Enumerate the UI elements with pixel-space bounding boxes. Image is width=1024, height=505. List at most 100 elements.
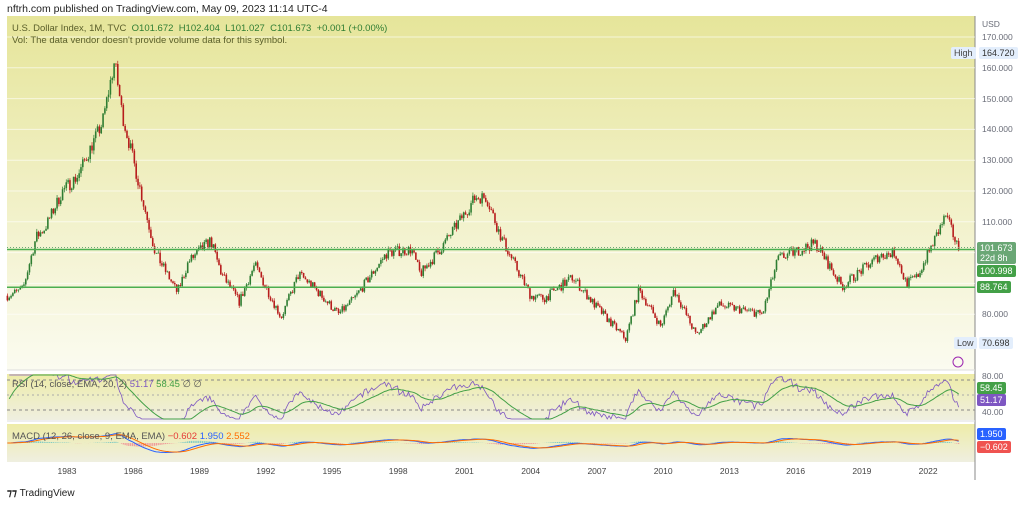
candle	[926, 249, 929, 263]
candle	[589, 297, 592, 303]
candle	[702, 324, 704, 330]
candle	[770, 279, 772, 290]
candle	[422, 265, 425, 276]
candle	[345, 304, 347, 311]
candle	[834, 274, 837, 278]
time-tick: 2007	[587, 466, 607, 476]
candle	[792, 248, 794, 256]
candle	[188, 261, 191, 263]
candle	[490, 209, 493, 211]
time-tick: 1986	[123, 466, 143, 476]
time-tick: 1983	[57, 466, 77, 476]
candle	[370, 271, 373, 278]
candle	[278, 313, 281, 317]
candle	[245, 284, 248, 289]
candle	[468, 212, 471, 215]
candle	[183, 276, 185, 278]
candle	[529, 288, 531, 299]
candle	[783, 253, 785, 258]
candle	[915, 274, 918, 278]
ohlc-high: H102.404	[178, 23, 220, 34]
candle	[207, 239, 209, 248]
candle	[519, 274, 522, 277]
candle	[956, 240, 958, 242]
candle	[514, 257, 517, 262]
candle	[323, 297, 325, 302]
time-tick: 2004	[521, 466, 541, 476]
rsi-legend: RSI (14, close, EMA, 20, 2) 51.17 58.45 …	[12, 379, 202, 390]
candle	[886, 253, 888, 259]
candle	[722, 305, 724, 307]
candle	[615, 323, 618, 331]
candle	[461, 215, 463, 219]
candle	[650, 305, 653, 308]
candle	[738, 306, 741, 314]
candle	[656, 317, 658, 324]
candle	[424, 265, 426, 269]
candle	[950, 219, 953, 225]
candle	[882, 254, 885, 258]
ohlc-low: L101.027	[225, 23, 265, 34]
candle	[374, 270, 377, 274]
candle	[661, 323, 664, 326]
candle	[312, 282, 314, 287]
low-label: Low	[954, 337, 977, 349]
candle	[313, 282, 316, 288]
candle	[192, 255, 195, 258]
rsi-tick-40: 40.00	[982, 407, 1004, 417]
candle	[840, 277, 842, 285]
candle	[308, 280, 310, 283]
candle	[258, 267, 261, 273]
candle	[696, 331, 699, 333]
candle	[267, 287, 270, 298]
candle	[126, 130, 128, 138]
candle	[685, 308, 688, 315]
candle	[497, 229, 500, 232]
candle	[851, 274, 853, 276]
candle	[588, 297, 590, 300]
candle	[635, 300, 638, 303]
candle	[830, 263, 833, 271]
candle	[801, 250, 804, 255]
volume-note: Vol: The data vendor doesn't provide vol…	[12, 35, 288, 46]
candle	[273, 300, 275, 308]
candle	[451, 227, 454, 235]
candle	[714, 307, 717, 315]
rsi-ma-tag: 58.45	[977, 382, 1006, 394]
candle	[52, 208, 55, 214]
candle	[549, 289, 551, 301]
candle	[818, 250, 820, 252]
candle	[494, 213, 496, 224]
candle	[645, 299, 647, 306]
candle	[508, 254, 511, 256]
candle	[797, 247, 800, 256]
candle	[247, 284, 250, 286]
candle	[582, 290, 585, 292]
candle	[832, 270, 835, 275]
candle	[427, 265, 430, 267]
ohlc-open: O101.672	[131, 23, 174, 34]
candle	[457, 220, 459, 229]
candle	[140, 186, 143, 201]
candle	[135, 163, 137, 179]
candle	[795, 247, 798, 250]
candle	[595, 302, 597, 308]
candle	[385, 254, 388, 259]
candle	[341, 306, 344, 312]
level-tag-1: 100.998	[977, 265, 1016, 277]
candle	[698, 332, 701, 334]
candle	[100, 127, 103, 134]
candle	[297, 277, 299, 279]
candle	[869, 264, 872, 268]
candle	[746, 309, 748, 311]
candle	[41, 232, 44, 234]
candle	[63, 187, 66, 190]
candle	[107, 94, 110, 98]
candle	[256, 262, 259, 268]
candle	[32, 253, 34, 256]
candle	[433, 252, 436, 264]
candle	[624, 337, 627, 342]
candle	[416, 259, 419, 262]
candle	[887, 253, 890, 255]
